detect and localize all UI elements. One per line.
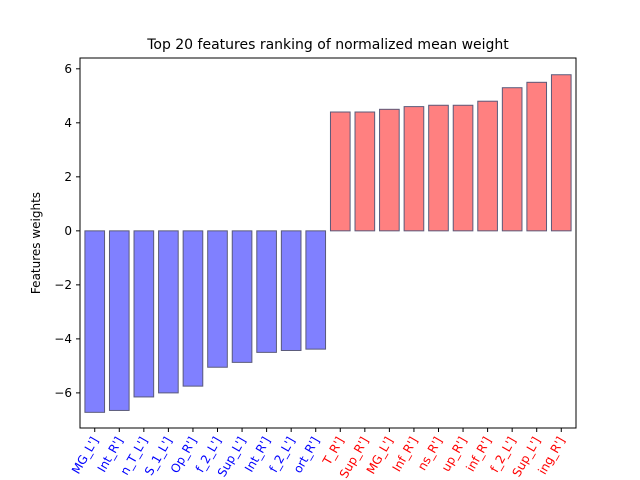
bar-4 [158, 230, 179, 394]
bar-18 [501, 87, 523, 232]
bar-5 [182, 230, 204, 387]
bar-15 [428, 104, 449, 232]
bar-19 [526, 81, 548, 232]
bar-20 [550, 74, 572, 232]
bar-14 [403, 106, 425, 232]
y-tick-label: −4 [54, 332, 72, 346]
bars-group [84, 74, 572, 413]
bar-2 [108, 230, 130, 411]
bar-6 [207, 230, 228, 368]
bar-17 [477, 100, 498, 232]
y-axis-label: Features weights [29, 192, 43, 294]
y-axis: −6 −4 −2 0 2 4 6 [54, 62, 80, 400]
y-tick-label: 6 [64, 62, 72, 76]
bar-10 [305, 230, 327, 350]
bar-8 [256, 230, 277, 353]
y-tick-label: 2 [64, 170, 72, 184]
y-tick-label: 0 [64, 224, 72, 238]
bar-7 [231, 230, 253, 363]
chart-title: Top 20 features ranking of normalized me… [146, 37, 509, 53]
plot-frame [79, 57, 577, 429]
x-axis: MG_L']Int_R']n_T_L']S_1_L']Op_R']f_2_L']… [69, 428, 568, 480]
x-tick-label: MG_L'] [69, 434, 101, 476]
bar-12 [354, 111, 376, 232]
bar-3 [133, 230, 155, 398]
x-tick-label: Inf_R'] [390, 434, 421, 474]
bar-1 [84, 230, 106, 413]
bar-9 [280, 230, 302, 351]
bar-13 [379, 108, 400, 232]
bar-16 [452, 104, 474, 232]
bar-11 [329, 111, 351, 232]
y-tick-label: −6 [54, 386, 72, 400]
y-tick-label: 4 [64, 116, 72, 130]
y-tick-label: −2 [54, 278, 72, 292]
